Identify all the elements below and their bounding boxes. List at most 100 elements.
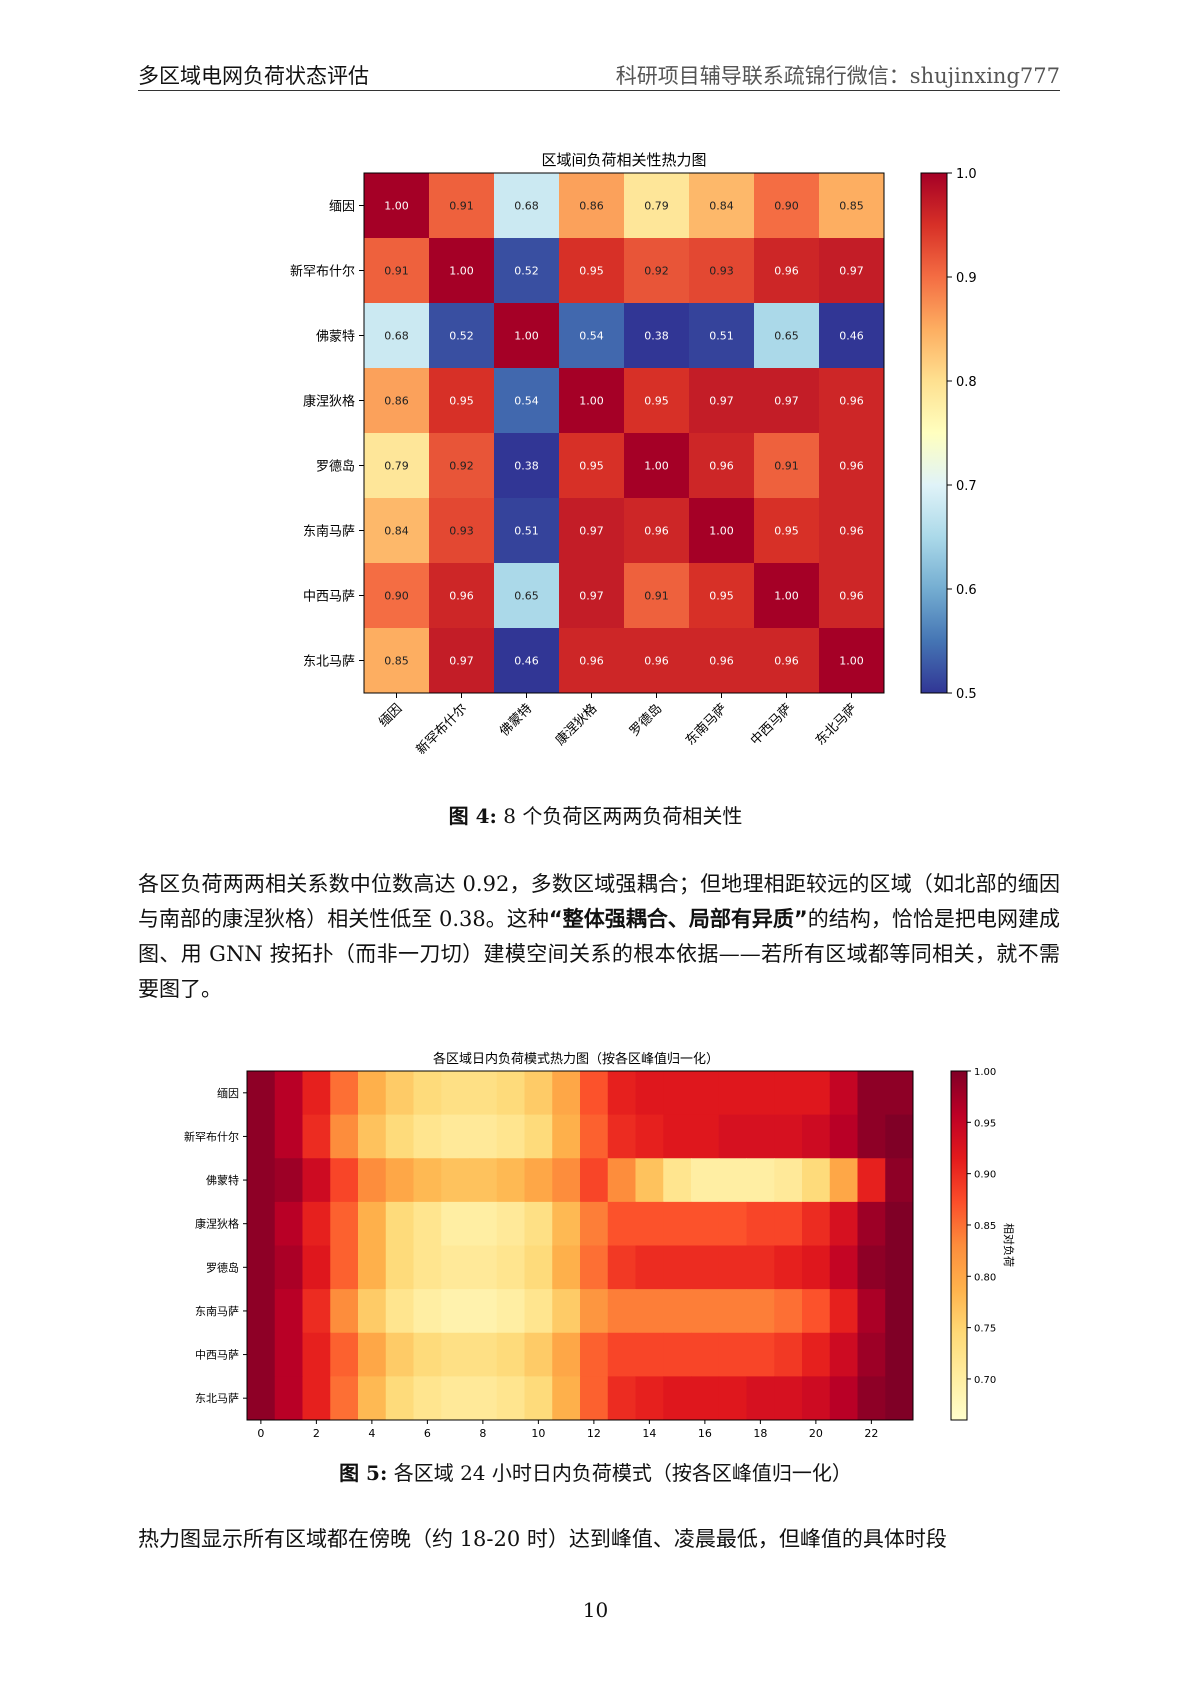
heatmap2-cell	[746, 1114, 775, 1159]
paragraph1-text-b: 的结构，恰恰是把电网建成图、用 GNN 按拓扑（而非一刀切）建模空间关系的根本依…	[138, 907, 1060, 1001]
heatmap2-cell	[802, 1201, 831, 1246]
heatmap1-cell-value: 0.38	[514, 460, 539, 473]
heatmap2-cell	[691, 1201, 720, 1246]
heatmap2-cell	[274, 1289, 303, 1334]
heatmap2-cell	[663, 1201, 692, 1246]
figure5-caption-text: 各区域 24 小时日内负荷模式（按各区峰值归一化）	[393, 1461, 852, 1485]
heatmap1-cell	[689, 498, 755, 564]
heatmap2-cell	[857, 1245, 886, 1290]
heatmap2-cell	[607, 1158, 636, 1203]
heatmap1-cell	[754, 628, 820, 694]
heatmap2-cell	[718, 1201, 747, 1246]
heatmap2-cell	[358, 1376, 387, 1421]
heatmap2-cell	[718, 1245, 747, 1290]
heatmap2-cell	[691, 1332, 720, 1377]
heatmap1-row-label: 缅因	[329, 200, 355, 215]
heatmap1-cell-value: 1.00	[579, 395, 604, 408]
heatmap2-cell	[247, 1245, 276, 1290]
heatmap1-cell-value: 0.96	[839, 590, 864, 603]
heatmap1-cell-value: 0.96	[579, 655, 604, 668]
heatmap1-col-label: 缅因	[376, 701, 405, 730]
heatmap1-cell	[364, 173, 430, 239]
heatmap2-cell	[274, 1201, 303, 1246]
heatmap1-cell	[559, 628, 625, 694]
heatmap1-cell-value: 0.68	[384, 330, 409, 343]
diurnal-heatmap-figure: 各区域日内负荷模式热力图（按各区峰值归一化） 缅因新罕布什尔佛蒙特康涅狄格罗德岛…	[184, 1051, 1016, 1440]
heatmap2-cell	[552, 1201, 581, 1246]
heatmap1-cell-value: 0.96	[839, 525, 864, 538]
heatmap2-row-label: 康涅狄格	[195, 1217, 239, 1231]
heatmap1-cell	[494, 563, 560, 629]
heatmap1-frame	[363, 172, 885, 694]
heatmap1-cell-value: 0.97	[449, 655, 474, 668]
heatmap2-cell	[635, 1071, 664, 1116]
heatmap2-cell	[441, 1114, 470, 1159]
heatmap2-cell	[746, 1245, 775, 1290]
heatmap1-cell	[559, 368, 625, 434]
heatmap2-cell	[441, 1071, 470, 1116]
heatmap2-cell	[330, 1332, 359, 1377]
heatmap1-cell-value: 0.79	[384, 460, 409, 473]
heatmap1-cell-value: 0.93	[709, 265, 734, 278]
heatmap1-cell-value: 0.97	[579, 590, 604, 603]
heatmap2-cell	[274, 1332, 303, 1377]
heatmap2-x-tick-label: 12	[587, 1427, 601, 1440]
heatmap2-cell	[302, 1158, 331, 1203]
heatmap1-cell-value: 0.52	[514, 265, 539, 278]
heatmap1-colorbar-ticks: 0.5 0.6 0.7 0.8 0.9 1.0	[947, 167, 977, 702]
heatmap1-colorbar-tick-label: 0.5	[956, 687, 977, 702]
heatmap2-cell	[829, 1289, 858, 1334]
heatmap2-cell	[663, 1245, 692, 1290]
heatmap2-colorbar-tick-label: 0.80	[974, 1272, 996, 1283]
heatmap2-cell	[330, 1289, 359, 1334]
heatmap2-cell	[718, 1158, 747, 1203]
heatmap2-colorbar-tick-label: 1.00	[974, 1067, 996, 1078]
heatmap2-cell	[580, 1332, 609, 1377]
heatmap2-cell	[496, 1158, 525, 1203]
heatmap2-cell	[663, 1158, 692, 1203]
heatmap2-cell	[524, 1376, 553, 1421]
heatmap2-x-tick-label: 14	[642, 1427, 656, 1440]
heatmap1-cell	[689, 563, 755, 629]
heatmap1-cell-value: 0.85	[384, 655, 409, 668]
heatmap1-cell-value: 0.96	[709, 655, 734, 668]
heatmap2-cell	[469, 1289, 498, 1334]
heatmap2-cell	[829, 1376, 858, 1421]
heatmap2-cell	[580, 1071, 609, 1116]
heatmap2-cell	[635, 1114, 664, 1159]
heatmap2-cell	[580, 1114, 609, 1159]
heatmap2-cell	[802, 1289, 831, 1334]
heatmap1-cell-value: 0.65	[774, 330, 799, 343]
heatmap1-cell-value: 1.00	[774, 590, 799, 603]
heatmap2-cell	[385, 1289, 414, 1334]
heatmap2-x-ticks: 0246810121416182022一天中的小时	[257, 1420, 878, 1440]
heatmap2-cell	[302, 1071, 331, 1116]
heatmap1-cell-value: 0.86	[384, 395, 409, 408]
heatmap2-cell	[774, 1158, 803, 1203]
heatmap1-cell-value: 0.91	[384, 265, 409, 278]
heatmap2-cell	[441, 1289, 470, 1334]
heatmap2-cell	[635, 1289, 664, 1334]
heatmap2-cell	[885, 1289, 914, 1334]
heatmap1-cell-value: 0.51	[709, 330, 734, 343]
heatmap2-cell	[247, 1071, 276, 1116]
heatmap2-cell	[524, 1332, 553, 1377]
heatmap2-x-tick-label: 8	[479, 1427, 486, 1440]
heatmap2-cell	[469, 1245, 498, 1290]
heatmap2-cell	[857, 1332, 886, 1377]
heatmap2-cell	[552, 1071, 581, 1116]
heatmap2-cell	[635, 1332, 664, 1377]
figure4-label: 图 4:	[448, 804, 497, 828]
heatmap2-cell	[718, 1332, 747, 1377]
heatmap1-cell	[689, 303, 755, 369]
heatmap1-cell-value: 0.90	[774, 200, 799, 213]
heatmap1-cell-value: 0.54	[514, 395, 539, 408]
heatmap1-cell	[559, 498, 625, 564]
heatmap1-cell	[429, 173, 495, 239]
heatmap2-cell	[385, 1158, 414, 1203]
heatmap2-cell	[358, 1201, 387, 1246]
heatmap1-col-label: 中西马萨	[748, 701, 795, 748]
heatmap1-row-label: 东南马萨	[303, 524, 355, 540]
heatmap2-cell	[580, 1158, 609, 1203]
